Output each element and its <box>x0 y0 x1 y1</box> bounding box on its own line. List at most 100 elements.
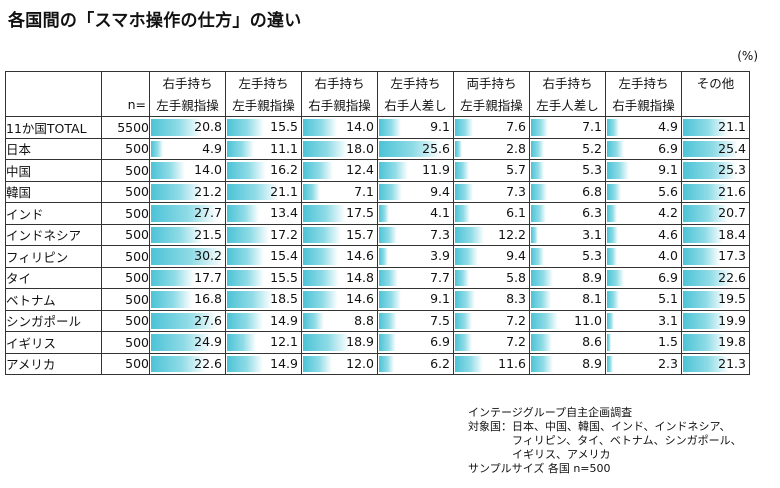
value-cell: 25.3 <box>681 159 750 182</box>
value-label: 6.1 <box>506 205 526 221</box>
value-label: 9.1 <box>658 162 678 178</box>
value-cell: 4.6 <box>605 223 682 246</box>
value-label: 11.1 <box>270 140 298 156</box>
value-bar <box>531 248 544 265</box>
value-bar <box>303 334 349 351</box>
value-label: 14.8 <box>346 269 374 285</box>
value-bar <box>531 119 549 136</box>
value-label: 19.8 <box>718 334 746 350</box>
value-bar <box>607 119 619 136</box>
value-cell: 8.9 <box>529 352 606 375</box>
value-bar <box>303 119 337 136</box>
table-row: インドネシア 500 21.5 17.2 15.7 7.3 12.2 3.1 4.6 18.4 <box>5 223 750 246</box>
value-label: 18.4 <box>718 226 746 242</box>
value-cell: 2.8 <box>453 137 530 160</box>
value-cell: 7.3 <box>453 180 530 203</box>
value-bar <box>455 248 478 265</box>
column-header-line2: 左手人差し <box>529 93 606 117</box>
value-label: 5.3 <box>582 162 602 178</box>
value-label: 4.1 <box>430 205 450 221</box>
value-label: 8.1 <box>582 291 602 307</box>
value-label: 22.6 <box>718 269 746 285</box>
value-label: 14.6 <box>346 248 374 264</box>
value-label: 12.4 <box>346 162 374 178</box>
sample-size: 500 <box>101 352 150 375</box>
value-bar <box>455 355 484 372</box>
table-row: 11か国TOTAL 5500 20.8 15.5 14.0 9.1 7.6 7.1 4.9 21.… <box>5 116 750 139</box>
value-label: 7.6 <box>506 119 526 135</box>
value-bar <box>607 183 621 200</box>
value-label: 17.7 <box>194 269 222 285</box>
value-bar <box>607 140 624 157</box>
value-label: 5.1 <box>658 291 678 307</box>
value-bar <box>151 162 185 179</box>
value-cell: 11.9 <box>377 159 454 182</box>
value-cell: 27.7 <box>149 202 226 225</box>
value-label: 8.9 <box>582 269 602 285</box>
sample-size: 500 <box>101 288 150 311</box>
value-cell: 19.8 <box>681 331 750 354</box>
value-label: 25.4 <box>718 140 746 156</box>
value-bar <box>227 248 265 265</box>
value-cell: 18.0 <box>301 137 378 160</box>
value-label: 14.0 <box>346 119 374 135</box>
value-cell: 25.4 <box>681 137 750 160</box>
value-label: 15.5 <box>270 269 298 285</box>
table-row: ベトナム 500 16.8 18.5 14.6 9.1 8.3 8.1 5.1 19.5 <box>5 288 750 311</box>
footnote-line: 対象国：日本、中国、韓国、インド、インドネシア、 <box>468 420 731 433</box>
value-bar <box>683 269 732 286</box>
value-bar <box>683 205 728 222</box>
value-bar <box>531 162 544 179</box>
value-label: 7.3 <box>430 226 450 242</box>
value-bar <box>379 291 401 308</box>
table-row: 韓国 500 21.2 21.1 7.1 9.4 7.3 6.8 5.6 21.6 <box>5 180 750 203</box>
table-row: タイ 500 17.7 15.5 14.8 7.7 5.8 8.9 6.9 22.6 <box>5 266 750 289</box>
value-label: 8.3 <box>506 291 526 307</box>
value-cell: 7.1 <box>529 116 606 139</box>
value-bar <box>455 162 469 179</box>
value-label: 5.8 <box>506 269 526 285</box>
value-cell: 14.6 <box>301 288 378 311</box>
value-bar <box>379 183 402 200</box>
value-label: 15.7 <box>346 226 374 242</box>
value-cell: 7.2 <box>453 331 530 354</box>
value-label: 1.5 <box>658 334 678 350</box>
sample-size: 500 <box>101 159 150 182</box>
value-label: 6.9 <box>658 140 678 156</box>
column-header-line1: 左手持ち <box>225 71 302 94</box>
value-label: 19.9 <box>718 312 746 328</box>
table-row: フィリピン 500 30.2 15.4 14.6 3.9 9.4 5.3 4.0 17.3 <box>5 245 750 268</box>
value-bar <box>531 226 539 243</box>
value-label: 8.6 <box>582 334 602 350</box>
value-bar <box>303 312 325 329</box>
country-label: インド <box>5 202 102 225</box>
header-blank-cell <box>5 71 102 94</box>
value-cell: 9.1 <box>377 116 454 139</box>
column-header-line1: 左手持ち <box>377 71 454 94</box>
value-label: 5.3 <box>582 248 602 264</box>
value-bar <box>379 312 398 329</box>
footnote-line: サンプルサイズ 各国 n=500 <box>468 462 611 475</box>
value-bar <box>683 312 726 329</box>
value-cell: 11.6 <box>453 352 530 375</box>
value-cell: 4.9 <box>605 116 682 139</box>
country-label: シンガポール <box>5 309 102 332</box>
value-label: 18.0 <box>346 140 374 156</box>
unit-label: (%) <box>737 49 758 63</box>
value-cell: 25.6 <box>377 137 454 160</box>
country-label: フィリピン <box>5 245 102 268</box>
value-cell: 7.2 <box>453 309 530 332</box>
value-bar <box>379 269 398 286</box>
value-cell: 5.6 <box>605 180 682 203</box>
value-label: 13.4 <box>270 205 298 221</box>
value-label: 24.9 <box>194 334 222 350</box>
value-cell: 7.6 <box>453 116 530 139</box>
value-bar <box>379 334 396 351</box>
value-cell: 1.5 <box>605 331 682 354</box>
sample-size: 500 <box>101 180 150 203</box>
header-row-1: 右手持ち 左手持ち 右手持ち 左手持ち 両手持ち 右手持ち 左手持ち その他 <box>5 71 750 94</box>
value-cell: 5.7 <box>453 159 530 182</box>
value-label: 17.3 <box>718 248 746 264</box>
value-cell: 27.6 <box>149 309 226 332</box>
value-bar <box>607 162 629 179</box>
